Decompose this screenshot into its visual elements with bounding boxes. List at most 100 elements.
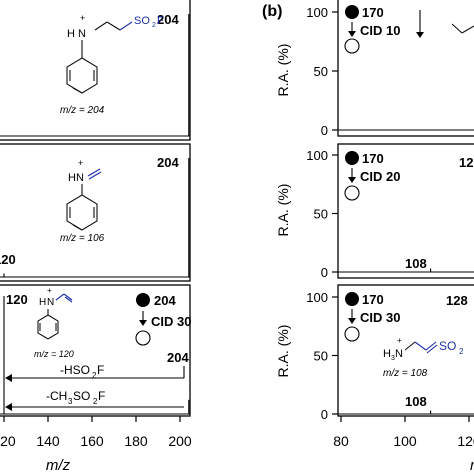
svg-text:+: +: [47, 286, 52, 295]
y-tick-label: 50: [314, 207, 328, 222]
svg-text:N: N: [395, 348, 403, 360]
panel-b-bottom-peak-label-128: 128: [446, 293, 468, 308]
panel-a-middle-mz: m/z = 106: [60, 233, 105, 244]
panel-a-bottom-peak-label-120: 120: [6, 292, 28, 307]
svg-text:170: 170: [362, 151, 384, 166]
panel-a-top-molecule: H N + SO 2 F m/z = 204: [60, 13, 164, 116]
x-tick-label: 120: [457, 433, 474, 449]
down-arrow-icon: [139, 320, 147, 326]
panel-b-bottom-legend: 170 CID 30: [344, 292, 400, 342]
svg-text:N: N: [47, 297, 54, 308]
svg-text:3: 3: [391, 355, 395, 362]
svg-text:HN: HN: [68, 172, 84, 184]
panel-a-bottom-molecule: H N + m/z = 120: [34, 286, 74, 359]
panel-a-middle-peak-label-120: 120: [0, 252, 16, 267]
panel-a-middle-peak-label-204: 204: [157, 155, 179, 170]
product-open-circle: [135, 330, 151, 346]
y-tick-label: 100: [306, 5, 328, 20]
svg-text:N: N: [78, 28, 86, 40]
x-tick-label: 100: [393, 433, 417, 449]
y-tick-label: 0: [321, 265, 328, 280]
svg-text:CID 20: CID 20: [360, 169, 400, 184]
panel-b-middle-ylabel: R.A. (%): [275, 184, 291, 237]
precursor-filled-circle: [345, 292, 359, 306]
precursor-filled-circle: [345, 5, 359, 19]
precursor-filled-circle: [136, 293, 150, 307]
x-tick-label: 160: [80, 433, 104, 449]
panel-b-bottom-ylabel: R.A. (%): [275, 325, 291, 378]
svg-text:SO: SO: [439, 339, 456, 353]
svg-text:H: H: [67, 28, 75, 40]
y-tick-label: 50: [314, 349, 328, 364]
y-tick-label: 100: [306, 148, 328, 163]
y-tick-label: 0: [321, 123, 328, 138]
y-tick-label: 0: [321, 407, 328, 422]
panel-b-bottom-molecule: H 3 N + SO 2 m/z = 108: [383, 336, 464, 379]
down-arrow-icon: [348, 318, 356, 324]
panel-b-bottom-frame: [337, 284, 474, 417]
panel-a-top-peak-label: 204: [157, 12, 179, 27]
product-open-circle: [344, 185, 360, 201]
panel-b-top-frame: [337, 0, 474, 137]
panel-b-xlabel: m: [470, 457, 474, 474]
svg-text:+: +: [78, 158, 83, 168]
down-arrow-icon: [348, 31, 356, 37]
panel-a-xlabel: m/z: [46, 457, 71, 474]
product-open-circle: [344, 326, 360, 342]
svg-text:3: 3: [68, 397, 73, 406]
panel-b-bottom-peak-label-108: 108: [405, 394, 427, 409]
svg-text:2: 2: [459, 347, 464, 356]
panel-a-middle-frame: [0, 143, 191, 282]
x-tick-label: 200: [168, 433, 192, 449]
svg-text:H: H: [383, 348, 391, 360]
svg-text:170: 170: [362, 292, 384, 307]
panel-a-middle-molecule: HN + m/z = 106: [60, 158, 105, 244]
y-tick-label: 100: [306, 290, 328, 305]
x-tick-label: 140: [36, 433, 60, 449]
y-tick-label: 50: [314, 64, 328, 79]
x-tick-label: 180: [124, 433, 148, 449]
product-open-circle: [344, 38, 360, 54]
svg-text:SO: SO: [134, 15, 150, 27]
svg-text:SO: SO: [73, 389, 90, 403]
svg-text:F: F: [98, 389, 105, 403]
left-arrow-icon: [5, 403, 12, 411]
svg-text:2: 2: [92, 371, 97, 380]
panel-a-bottom-peak-label-204: 204: [167, 350, 189, 365]
svg-text:H: H: [39, 297, 46, 308]
svg-text:2: 2: [93, 397, 98, 406]
panel-a-bottom-loss-arrows: -HSO 2 F -CH 3 SO 2 F: [5, 363, 185, 411]
panel-b-top-legend: 170 CID 10: [344, 5, 400, 54]
svg-text:F: F: [97, 363, 104, 377]
down-arrow-icon: [348, 177, 356, 183]
svg-text:2: 2: [152, 22, 156, 29]
svg-text:F: F: [157, 15, 164, 27]
svg-text:170: 170: [362, 5, 384, 20]
panel-b-bottom-mz: m/z = 108: [383, 368, 428, 379]
precursor-filled-circle: [345, 151, 359, 165]
panel-b-middle-frame: [337, 143, 474, 279]
panel-b-top-ylabel: R.A. (%): [275, 44, 291, 97]
svg-text:CID 30: CID 30: [360, 310, 400, 325]
left-arrow-icon: [5, 374, 12, 382]
panel-a-bottom-mz: m/z = 120: [34, 349, 74, 359]
panel-b-middle-peak-label-128: 12: [459, 155, 473, 170]
svg-text:-CH: -CH: [46, 389, 67, 403]
panel-a-top-mz: m/z = 204: [60, 105, 105, 116]
panel-b-middle-legend: 170 CID 20: [344, 151, 400, 201]
svg-text:204: 204: [154, 293, 176, 308]
panel-b-middle-peak-label-108: 108: [405, 256, 427, 271]
panel-b-top-cropped-molecule: [416, 10, 474, 38]
svg-text:-HSO: -HSO: [60, 363, 90, 377]
x-tick-label: 120: [0, 433, 16, 449]
svg-text:+: +: [397, 336, 402, 345]
svg-text:CID 10: CID 10: [360, 23, 400, 38]
panel-b-label: (b): [262, 3, 282, 20]
panel-a-bottom-legend: 204 CID 30: [135, 293, 191, 346]
x-tick-label: 80: [333, 433, 349, 449]
svg-text:+: +: [80, 13, 85, 23]
down-arrow-icon: [416, 32, 424, 38]
svg-text:CID 30: CID 30: [151, 314, 191, 329]
panel-a-top-frame: [0, 0, 191, 141]
